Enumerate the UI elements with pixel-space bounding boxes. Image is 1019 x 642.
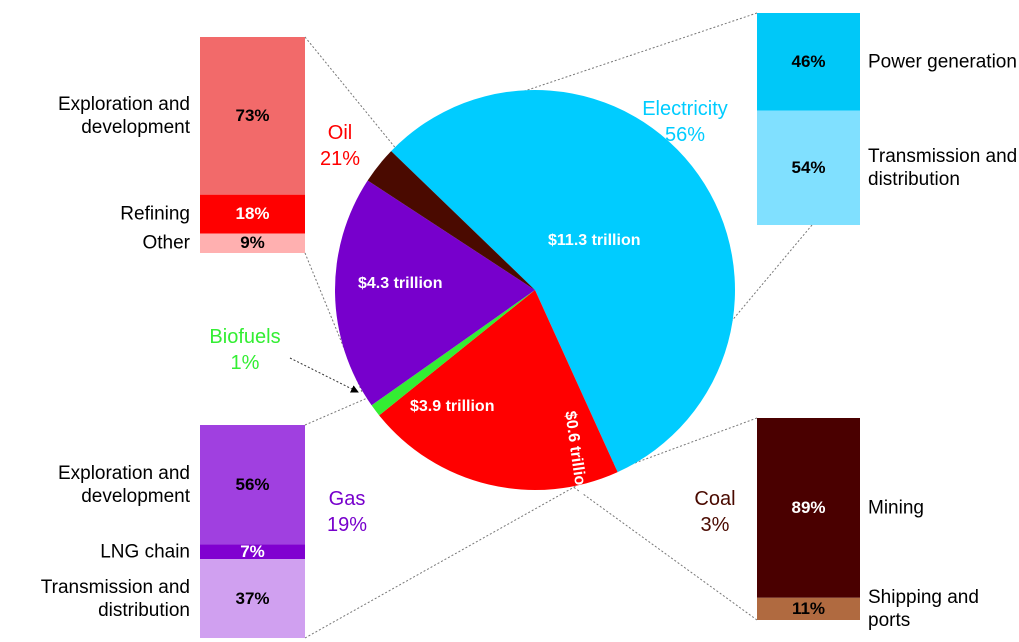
- slice-name: Oil: [327, 122, 353, 144]
- segment-name: Mining: [868, 497, 924, 519]
- segment-value-label: 56%: [235, 474, 270, 494]
- segment-name: LNG chain: [100, 541, 190, 563]
- pie-slice: [379, 290, 618, 490]
- segment-name: Transmission and distribution: [868, 145, 1018, 190]
- slice-name: Biofuels: [209, 326, 281, 348]
- slice-label: Biofuels 1%: [209, 324, 280, 376]
- slice-name: Coal: [694, 488, 736, 510]
- segment-name: Transmission and distribution: [40, 576, 190, 621]
- slice-name: Gas: [328, 488, 366, 510]
- segment-value-label: 7%: [240, 541, 265, 561]
- segment-value-label: 18%: [235, 204, 270, 224]
- slice-share: 19%: [326, 514, 368, 536]
- segment-name: Power generation: [868, 51, 1017, 73]
- slice-label: Coal 3%: [694, 486, 735, 538]
- slice-name: Electricity: [642, 98, 728, 120]
- segment-value-label: 54%: [791, 157, 826, 177]
- segment-value-label: 37%: [235, 588, 270, 608]
- segment-value-label: 46%: [791, 51, 826, 71]
- slice-amount: $11.3 trillion: [548, 232, 641, 249]
- slice-share: 21%: [319, 148, 361, 170]
- segment-name: Refining: [120, 203, 190, 225]
- segment-value-label: 11%: [791, 598, 826, 618]
- segment-name: Exploration and development: [57, 93, 190, 138]
- slice-share: 1%: [230, 352, 260, 374]
- breakdown-segment: [757, 418, 860, 598]
- segment-value-label: 89%: [791, 497, 826, 517]
- slice-share: 3%: [700, 514, 730, 536]
- breakdown-segment: [757, 597, 860, 620]
- pie-slice: [367, 151, 535, 290]
- pie-slice: [391, 89, 736, 473]
- slice-amount: $4.3 trillion: [358, 275, 443, 292]
- segment-value-label: 73%: [235, 105, 270, 125]
- breakdown-segment: [200, 544, 305, 560]
- segment-name: Exploration and development: [57, 462, 190, 507]
- segment-name: Other: [142, 232, 190, 254]
- breakdown-segment: [757, 13, 860, 111]
- breakdown-segment: [200, 233, 305, 253]
- segment-value-label: 9%: [240, 233, 265, 253]
- pie-slice: [335, 180, 535, 406]
- slice-label: Oil 21%: [320, 120, 360, 172]
- breakdown-segment: [200, 559, 305, 638]
- breakdown-segment: [200, 37, 305, 195]
- breakdown-segment: [757, 110, 860, 225]
- slice-share: 56%: [664, 124, 706, 146]
- slice-label: Electricity 56%: [642, 96, 728, 148]
- slice-amount: $3.9 trillion: [410, 398, 495, 415]
- pie-slice: [371, 290, 535, 416]
- breakdown-segment: [200, 194, 305, 234]
- breakdown-segment: [200, 425, 305, 545]
- segment-name: Shipping and ports: [868, 586, 979, 631]
- slice-label: Gas 19%: [327, 486, 367, 538]
